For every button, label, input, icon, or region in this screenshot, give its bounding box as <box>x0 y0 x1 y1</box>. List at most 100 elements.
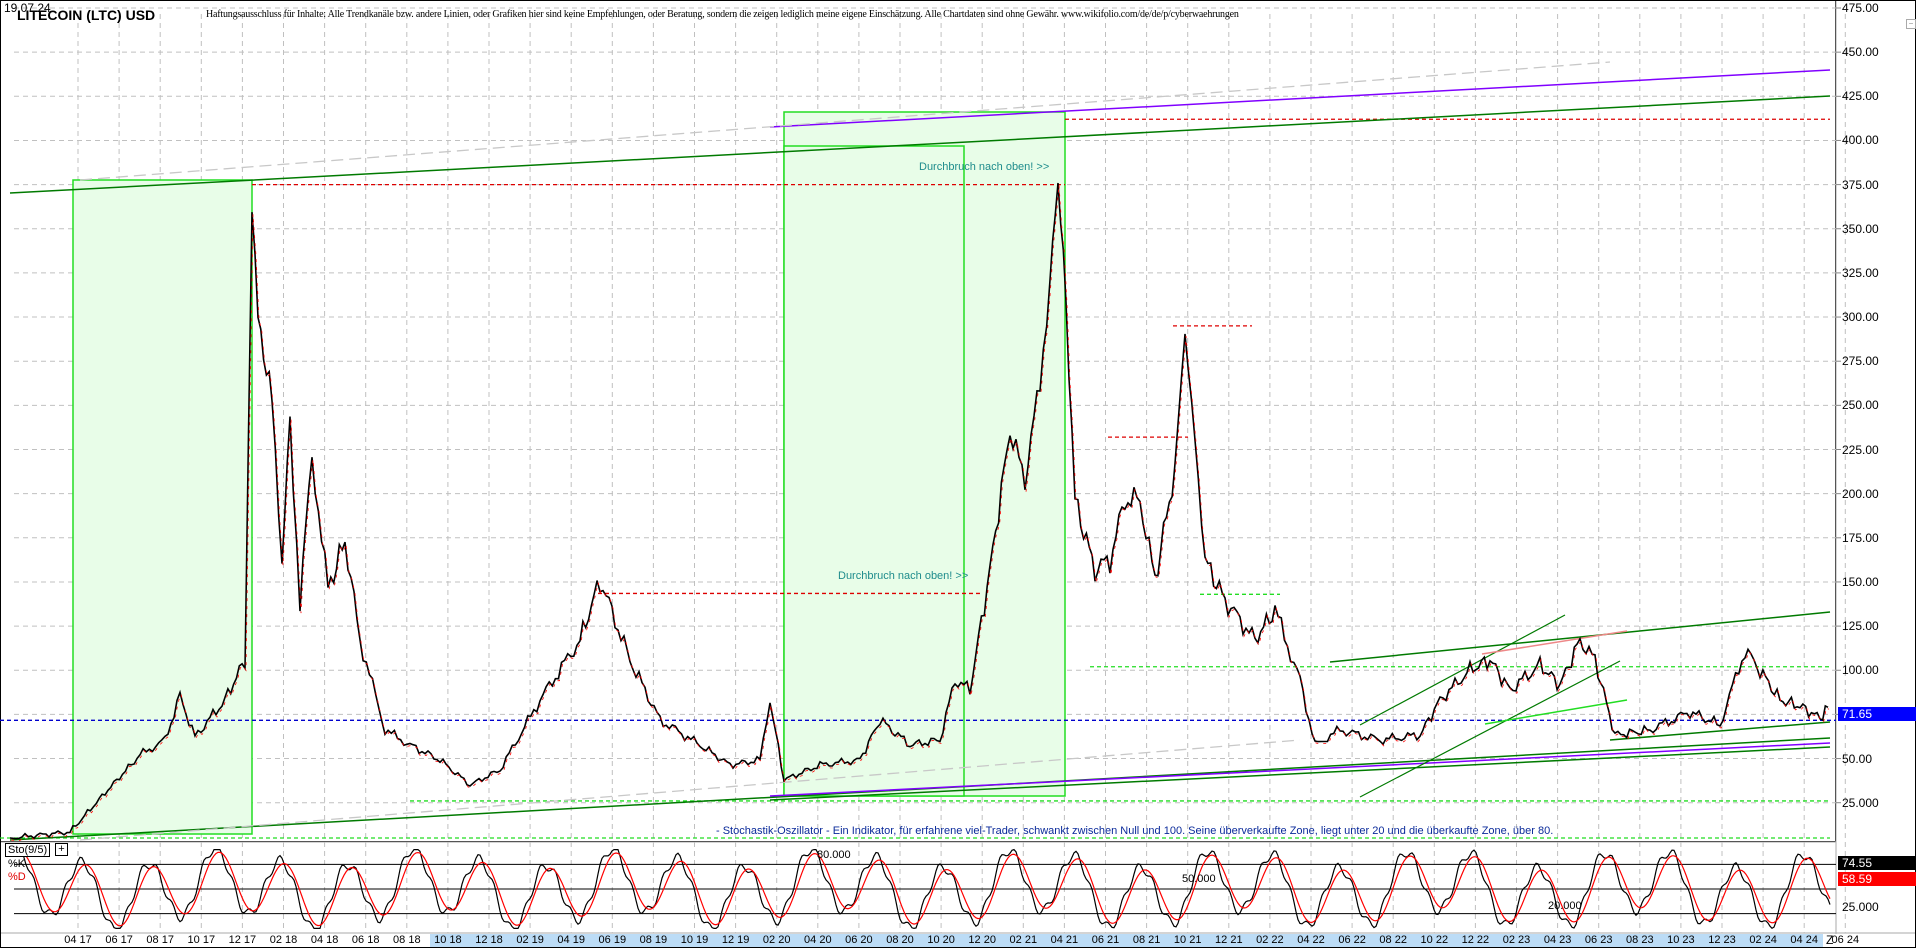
short-support <box>1484 699 1628 725</box>
time-tick-label: 08 17 <box>146 934 174 946</box>
price-tick-label: 125.00 <box>1842 619 1879 634</box>
price-tick-label: 300.00 <box>1842 310 1879 325</box>
price-tick-label: 250.00 <box>1842 398 1879 413</box>
time-tick-label: 12 21 <box>1215 934 1243 946</box>
time-tick-label: 10 17 <box>187 934 216 946</box>
time-tick-label: 02 19 <box>516 934 544 946</box>
price-tick-label: 325.00 <box>1842 265 1879 280</box>
level-80-label: 80.000 <box>817 849 851 861</box>
time-tick-label: 02 20 <box>762 934 791 946</box>
zone-2017 <box>72 179 253 835</box>
time-tick-label: 08 20 <box>886 934 914 946</box>
price-tick-label: 200.00 <box>1842 486 1879 501</box>
level-50-label: 50.000 <box>1182 873 1216 885</box>
time-tick-label: 04 22 <box>1297 934 1325 946</box>
stoch-d-line <box>19 851 1831 927</box>
time-tick-label: 06 21 <box>1091 934 1120 946</box>
time-tick-label: 12 22 <box>1461 934 1490 946</box>
price-tick-label: 275.00 <box>1842 354 1879 369</box>
price-tick-label: 50.00 <box>1842 751 1873 766</box>
long-term-trend-upper <box>9 95 1831 194</box>
time-tick-label: 04 24 <box>1790 934 1818 946</box>
time-tick-label: 08 23 <box>1626 934 1654 946</box>
zone-2020-inner <box>783 145 965 797</box>
gray-trend-upper <box>79 61 1611 181</box>
time-tick-label: 02 21 <box>1009 934 1038 946</box>
price-tick-label: 375.00 <box>1842 177 1879 192</box>
breakout-annotation-upper: Durchbruch nach oben! >> <box>919 161 1050 173</box>
collapse-panel-button[interactable]: − <box>1906 19 1916 29</box>
time-tick-label: 02 23 <box>1502 934 1531 946</box>
time-tick-label: 10 23 <box>1667 934 1695 946</box>
time-tick-label: 12 17 <box>228 934 257 946</box>
price-tick-label: 350.00 <box>1842 221 1879 236</box>
d-legend: %D <box>8 871 26 883</box>
price-tick-label: 450.00 <box>1842 45 1879 60</box>
time-tick-label: 06 24 <box>1831 934 1860 946</box>
time-tick-label: 06 18 <box>351 934 380 946</box>
breakout-annotation-lower: Durchbruch nach oben! >> <box>838 570 969 582</box>
time-tick-label: 02 18 <box>269 934 298 946</box>
time-tick-label: 06 20 <box>845 934 873 946</box>
d-value-badge: 58.59 <box>1838 872 1916 886</box>
level-20-label: 20.000 <box>1548 900 1582 912</box>
stochastic-label[interactable]: Sto(9/5) <box>5 843 51 857</box>
rising-channel-upper <box>1329 611 1831 663</box>
gray-trend-lower <box>79 739 1301 841</box>
time-tick-label: 06 23 <box>1584 934 1613 946</box>
time-tick-label: 02 24 <box>1749 934 1777 946</box>
time-tick-label: 12 18 <box>475 934 503 946</box>
time-tick-label: 04 23 <box>1543 934 1572 946</box>
time-tick-label: 12 20 <box>968 934 996 946</box>
recent-support <box>1609 721 1831 741</box>
rising-wedge-upper <box>1359 614 1566 726</box>
time-tick-label: 02 22 <box>1256 934 1284 946</box>
time-tick-label: 04 18 <box>310 934 339 946</box>
time-tick-label: 04 17 <box>64 934 92 946</box>
time-tick-label: 08 18 <box>393 934 421 946</box>
time-tick-label: 10 19 <box>680 934 709 946</box>
time-tick-label: 08 19 <box>639 934 668 946</box>
time-tick-label: 10 22 <box>1420 934 1449 946</box>
stoch-k-line <box>19 848 1831 930</box>
purple-channel-upper <box>769 69 1831 128</box>
price-tick-label: 25.000 <box>1842 795 1879 810</box>
price-tick-label: 175.00 <box>1842 530 1879 545</box>
k-value-badge: 74.55 <box>1838 856 1916 870</box>
add-indicator-button[interactable]: + <box>55 843 68 856</box>
time-tick-label: 04 19 <box>557 934 585 946</box>
short-resistance <box>1481 630 1628 655</box>
price-tick-label: 425.00 <box>1842 89 1879 104</box>
green-channel-lower <box>769 746 1831 801</box>
price-tick-label: 100.00 <box>1842 663 1879 678</box>
time-tick-label: 06 22 <box>1338 934 1366 946</box>
rising-wedge-lower <box>1359 660 1621 798</box>
time-tick-label: 06 17 <box>105 934 133 946</box>
price-tick-label: 225.00 <box>1842 442 1879 457</box>
chart-date: 19.07.24 <box>4 1 51 15</box>
price-tick-label: 150.00 <box>1842 574 1879 589</box>
purple-channel-lower <box>769 742 1831 797</box>
chart-title: LITECOIN (LTC) USD <box>17 7 156 23</box>
k-legend: %K <box>8 858 26 870</box>
zoom-z-button[interactable]: Z <box>1826 933 1834 947</box>
price-tick-label: 475.00 <box>1842 1 1879 15</box>
time-tick-label: 04 20 <box>804 934 832 946</box>
disclaimer-text: Haftungsausschluss für Inhalte: Alle Tre… <box>206 9 1239 20</box>
time-tick-label: 08 21 <box>1132 934 1161 946</box>
price-tick-label: 400.00 <box>1842 133 1879 148</box>
price-series-black <box>9 182 1829 840</box>
price-series-red <box>10 184 1830 842</box>
time-tick-label: 10 18 <box>434 934 462 946</box>
time-tick-label: 12 19 <box>721 934 750 946</box>
time-tick-label: 12 23 <box>1708 934 1736 946</box>
time-tick-label: 06 19 <box>598 934 627 946</box>
stoch-axis-label: 25.000 <box>1842 900 1879 914</box>
current-price-badge: 71.65 <box>1838 707 1916 721</box>
time-tick-label: 04 21 <box>1050 934 1079 946</box>
time-axis-highlight <box>430 934 1823 947</box>
time-tick-label: 10 21 <box>1173 934 1202 946</box>
stochastic-note: - Stochastik-Oszillator - Ein Indikator,… <box>716 825 1554 837</box>
